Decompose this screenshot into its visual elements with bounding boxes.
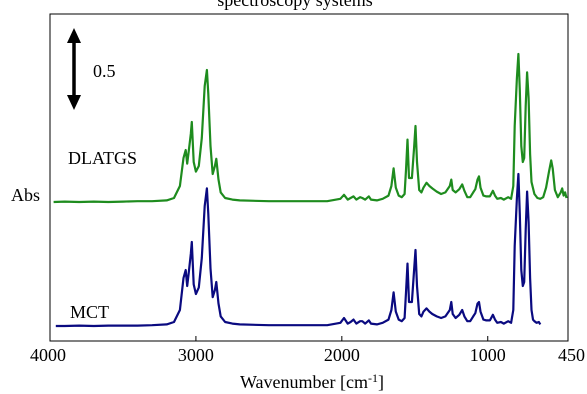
scale-bar-label: 0.5	[93, 61, 116, 81]
x-tick-label: 450	[558, 345, 585, 365]
x-axis-label-close: ]	[378, 372, 384, 392]
series-label-dlatgs: DLATGS	[68, 148, 137, 168]
series-layer	[53, 52, 568, 328]
scale-bar-arrow	[67, 28, 81, 110]
x-tick-layer: 4000 3000 2000 1000 450	[30, 336, 585, 365]
x-axis-label-sup: -1	[368, 371, 378, 385]
x-axis-label-main: Wavenumber [cm	[240, 372, 368, 392]
plot-frame	[49, 13, 569, 342]
x-axis-label: Wavenumber [cm-1]	[240, 371, 384, 392]
series-line-dlatgs	[53, 52, 568, 204]
x-tick-label: 4000	[30, 345, 66, 365]
series-line-mct	[55, 172, 542, 328]
x-tick-label: 2000	[324, 345, 360, 365]
chart-title: spectroscopy systems	[217, 0, 372, 10]
series-label-mct: MCT	[70, 302, 109, 322]
x-tick-label: 3000	[178, 345, 214, 365]
y-axis-label: Abs	[11, 185, 40, 205]
x-tick-label: 1000	[470, 345, 506, 365]
